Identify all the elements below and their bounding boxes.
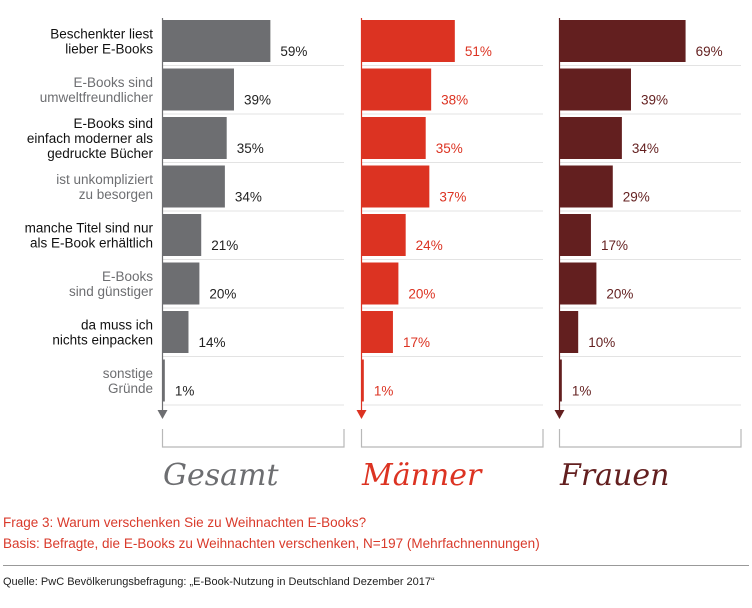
bar (560, 117, 622, 159)
value-label: 17% (403, 335, 430, 350)
axis-arrow (356, 410, 367, 419)
value-label: 34% (235, 190, 262, 205)
bar-chart: Beschenkter liest lieber E-Books E-Books s… (25, 18, 742, 493)
legend-gesamt-label: Gesamt (163, 458, 279, 493)
bar (362, 359, 364, 402)
legend-frauen-label: Frauen (559, 458, 669, 493)
category-label: Beschenkter liest lieber E-Books (50, 27, 153, 57)
value-label: 59% (280, 44, 307, 59)
bar (560, 262, 597, 305)
question-text: Frage 3: Warum verschenken Sie zu Weihna… (3, 515, 367, 530)
category-label: E-Books sind umweltfreundlicher (40, 75, 154, 105)
value-label: 21% (211, 238, 238, 253)
value-label: 1% (175, 384, 195, 399)
bar (560, 165, 613, 208)
value-label: 51% (465, 44, 492, 59)
value-label: 10% (588, 335, 615, 350)
bar (163, 117, 227, 159)
value-label: 35% (237, 141, 264, 156)
value-label: 37% (439, 190, 466, 205)
bar (163, 165, 225, 208)
legend-bracket (360, 429, 544, 448)
bar (560, 359, 562, 402)
value-label: 20% (606, 287, 633, 302)
value-label: 29% (623, 190, 650, 205)
bar (163, 262, 200, 305)
bar (163, 214, 202, 256)
bar (163, 311, 189, 353)
value-label: 38% (441, 93, 468, 108)
bar (362, 262, 399, 305)
bar (163, 359, 165, 402)
category-label: da muss ich nichts einpacken (52, 318, 153, 348)
value-label: 35% (436, 141, 463, 156)
bar (362, 214, 406, 256)
value-label: 1% (374, 384, 394, 399)
category-label: manche Titel sind nur als E-Book erhältli… (25, 221, 154, 251)
category-label: ist unkompliziert zu besorgen (56, 172, 153, 202)
bar (362, 68, 432, 111)
legend-mnner-label: Männer (361, 458, 483, 493)
source-text: Quelle: PwC Bevölkerungsbefragung: „E-Bo… (3, 576, 435, 588)
basis-text: Basis: Befragte, die E-Books zu Weihnach… (3, 536, 540, 551)
axis-arrow (554, 410, 565, 419)
value-label: 1% (572, 384, 592, 399)
axis-arrow (157, 410, 168, 419)
bar (560, 311, 579, 353)
divider (3, 565, 749, 566)
value-label: 39% (244, 93, 271, 108)
value-label: 69% (696, 44, 723, 59)
legend-bracket (558, 429, 742, 448)
bar (362, 20, 455, 62)
value-label: 20% (209, 287, 236, 302)
value-label: 14% (198, 335, 225, 350)
legend-bracket (161, 429, 345, 448)
category-label: sonstige Gründe (103, 366, 153, 396)
bar (560, 68, 631, 111)
bar (362, 117, 426, 159)
value-label: 17% (601, 238, 628, 253)
value-label: 34% (632, 141, 659, 156)
bar (560, 20, 686, 62)
value-label: 39% (641, 93, 668, 108)
bar (362, 311, 393, 353)
value-label: 20% (408, 287, 435, 302)
bar (560, 214, 591, 256)
value-label: 24% (416, 238, 443, 253)
bar (362, 165, 430, 208)
bar (163, 68, 234, 111)
category-label: E-Books sind günstiger (69, 269, 154, 299)
category-label: E-Books sind einfach moderner als gedruckt… (27, 116, 154, 161)
bar (163, 20, 271, 62)
